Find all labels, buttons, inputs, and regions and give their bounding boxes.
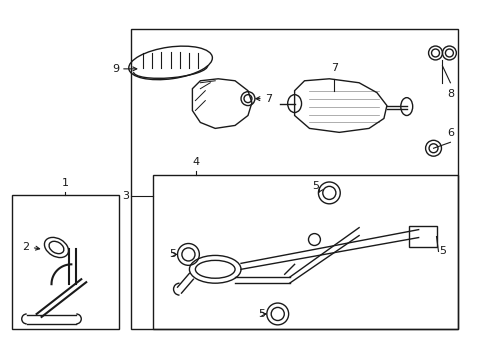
Text: 9: 9 [112, 64, 119, 74]
Text: 2: 2 [22, 243, 30, 252]
Text: 5: 5 [169, 249, 176, 260]
Bar [152, 175, 457, 329]
Text: 5: 5 [257, 309, 264, 319]
Text: 5: 5 [439, 247, 446, 256]
Bar [12, 195, 119, 329]
Text: 4: 4 [192, 157, 200, 167]
Text: 8: 8 [446, 89, 453, 99]
Text: 1: 1 [62, 178, 69, 188]
Bar [408, 226, 436, 247]
Bar [131, 29, 457, 329]
Text: 6: 6 [446, 128, 453, 138]
Text: 3: 3 [122, 191, 129, 201]
Text: 5: 5 [312, 181, 319, 191]
Text: 7: 7 [330, 63, 337, 73]
Text: 7: 7 [264, 94, 271, 104]
